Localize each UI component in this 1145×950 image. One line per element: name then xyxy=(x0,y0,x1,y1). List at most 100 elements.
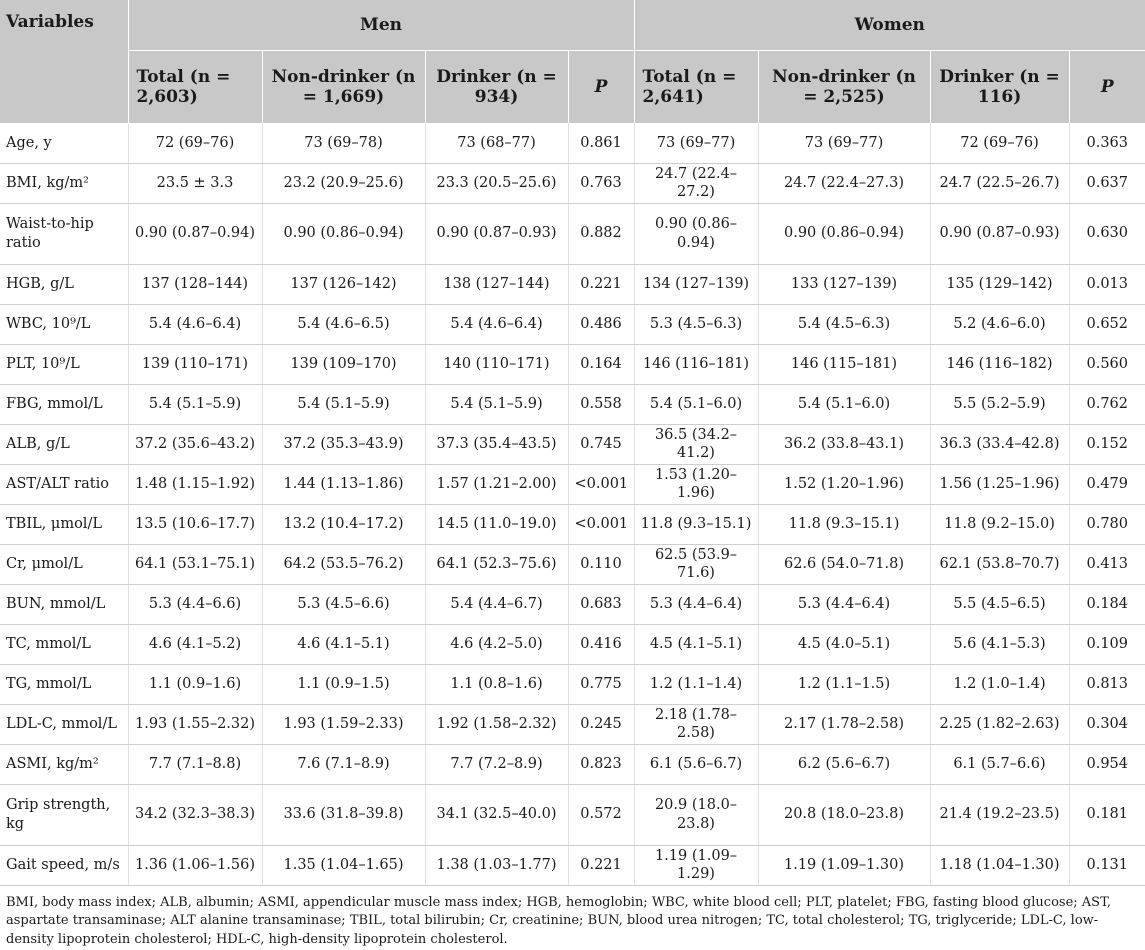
table-cell: 5.4 (5.1–6.0) xyxy=(758,384,930,424)
row-variable-name: Age, y xyxy=(0,123,128,163)
table-cell: 5.3 (4.4–6.6) xyxy=(128,584,262,624)
table-cell: 0.90 (0.87–0.93) xyxy=(930,203,1069,264)
row-variable-name: Grip strength, kg xyxy=(0,784,128,845)
table-cell: 5.4 (4.5–6.3) xyxy=(758,304,930,344)
table-cell: 0.882 xyxy=(568,203,634,264)
table-cell: 1.92 (1.58–2.32) xyxy=(425,704,568,744)
table-cell: 1.35 (1.04–1.65) xyxy=(262,845,425,885)
table-cell: 33.6 (31.8–39.8) xyxy=(262,784,425,845)
row-variable-name: ALB, g/L xyxy=(0,424,128,464)
row-variable-name: ASMI, kg/m² xyxy=(0,744,128,784)
table-cell: 5.4 (5.1–5.9) xyxy=(425,384,568,424)
table-header: Variables Men Women Total (n = 2,603) No… xyxy=(0,0,1145,123)
table-cell: 36.5 (34.2–41.2) xyxy=(634,424,758,464)
table-cell: 20.8 (18.0–23.8) xyxy=(758,784,930,845)
table-cell: 0.304 xyxy=(1069,704,1145,744)
table-cell: 2.17 (1.78–2.58) xyxy=(758,704,930,744)
table-cell: 134 (127–139) xyxy=(634,264,758,304)
table-cell: 0.363 xyxy=(1069,123,1145,163)
table-cell: 140 (110–171) xyxy=(425,344,568,384)
table-cell: 1.19 (1.09–1.29) xyxy=(634,845,758,885)
table-cell: 1.93 (1.59–2.33) xyxy=(262,704,425,744)
row-variable-name: LDL-C, mmol/L xyxy=(0,704,128,744)
table-cell: 0.131 xyxy=(1069,845,1145,885)
header-women-nondrinker: Non-drinker (n = 2,525) xyxy=(758,51,930,124)
table-cell: 37.3 (35.4–43.5) xyxy=(425,424,568,464)
table-cell: 23.2 (20.9–25.6) xyxy=(262,163,425,203)
table-cell: 0.109 xyxy=(1069,624,1145,664)
table-cell: 1.44 (1.13–1.86) xyxy=(262,464,425,504)
table-cell: 24.7 (22.4–27.3) xyxy=(758,163,930,203)
row-variable-name: BUN, mmol/L xyxy=(0,584,128,624)
table-cell: 0.90 (0.86–0.94) xyxy=(758,203,930,264)
data-table: Variables Men Women Total (n = 2,603) No… xyxy=(0,0,1145,886)
table-cell: 5.4 (5.1–6.0) xyxy=(634,384,758,424)
table-cell: 64.1 (52.3–75.6) xyxy=(425,544,568,584)
table-cell: 0.221 xyxy=(568,264,634,304)
table-cell: 5.3 (4.5–6.3) xyxy=(634,304,758,344)
table-cell: 21.4 (19.2–23.5) xyxy=(930,784,1069,845)
header-women: Women xyxy=(634,0,1145,51)
table-cell: 1.2 (1.1–1.4) xyxy=(634,664,758,704)
table-cell: 139 (109–170) xyxy=(262,344,425,384)
table-cell: 34.2 (32.3–38.3) xyxy=(128,784,262,845)
table-cell: 1.52 (1.20–1.96) xyxy=(758,464,930,504)
table-cell: 0.558 xyxy=(568,384,634,424)
table-cell: 5.4 (4.6–6.4) xyxy=(425,304,568,344)
table-cell: 0.245 xyxy=(568,704,634,744)
table-cell: 72 (69–76) xyxy=(930,123,1069,163)
table-cell: 37.2 (35.6–43.2) xyxy=(128,424,262,464)
header-men: Men xyxy=(128,0,634,51)
table-cell: 62.1 (53.8–70.7) xyxy=(930,544,1069,584)
header-men-total: Total (n = 2,603) xyxy=(128,51,262,124)
table-cell: 4.6 (4.1–5.1) xyxy=(262,624,425,664)
table-cell: 0.780 xyxy=(1069,504,1145,544)
table-cell: 5.6 (4.1–5.3) xyxy=(930,624,1069,664)
table-cell: 0.013 xyxy=(1069,264,1145,304)
table-cell: 0.413 xyxy=(1069,544,1145,584)
table-cell: 24.7 (22.4–27.2) xyxy=(634,163,758,203)
table-cell: 1.38 (1.03–1.77) xyxy=(425,845,568,885)
table-cell: 73 (69–77) xyxy=(758,123,930,163)
table-cell: 1.1 (0.9–1.5) xyxy=(262,664,425,704)
row-variable-name: Waist-to-hip ratio xyxy=(0,203,128,264)
table-cell: 0.652 xyxy=(1069,304,1145,344)
table-cell: 20.9 (18.0–23.8) xyxy=(634,784,758,845)
row-variable-name: FBG, mmol/L xyxy=(0,384,128,424)
table-cell: 73 (69–77) xyxy=(634,123,758,163)
table-cell: 5.5 (5.2–5.9) xyxy=(930,384,1069,424)
table-cell: 0.560 xyxy=(1069,344,1145,384)
table-footnote: BMI, body mass index; ALB, albumin; ASMI… xyxy=(0,886,1145,950)
header-men-nondrinker: Non-drinker (n = 1,669) xyxy=(262,51,425,124)
table-cell: 37.2 (35.3–43.9) xyxy=(262,424,425,464)
table-cell: 34.1 (32.5–40.0) xyxy=(425,784,568,845)
table-cell: 1.57 (1.21–2.00) xyxy=(425,464,568,504)
table-cell: 73 (68–77) xyxy=(425,123,568,163)
table-cell: 62.6 (54.0–71.8) xyxy=(758,544,930,584)
table-cell: 6.2 (5.6–6.7) xyxy=(758,744,930,784)
table-cell: 0.416 xyxy=(568,624,634,664)
table-cell: 23.3 (20.5–25.6) xyxy=(425,163,568,203)
row-variable-name: TBIL, μmol/L xyxy=(0,504,128,544)
table-cell: 0.683 xyxy=(568,584,634,624)
table-cell: 11.8 (9.3–15.1) xyxy=(634,504,758,544)
table-cell: <0.001 xyxy=(568,464,634,504)
table-cell: 4.6 (4.1–5.2) xyxy=(128,624,262,664)
table-cell: 1.18 (1.04–1.30) xyxy=(930,845,1069,885)
table-cell: 0.479 xyxy=(1069,464,1145,504)
table-cell: 0.164 xyxy=(568,344,634,384)
table-cell: 7.7 (7.2–8.9) xyxy=(425,744,568,784)
table-cell: 4.5 (4.1–5.1) xyxy=(634,624,758,664)
table-cell: 1.2 (1.1–1.5) xyxy=(758,664,930,704)
table-cell: 4.6 (4.2–5.0) xyxy=(425,624,568,664)
table-cell: 5.4 (4.6–6.4) xyxy=(128,304,262,344)
